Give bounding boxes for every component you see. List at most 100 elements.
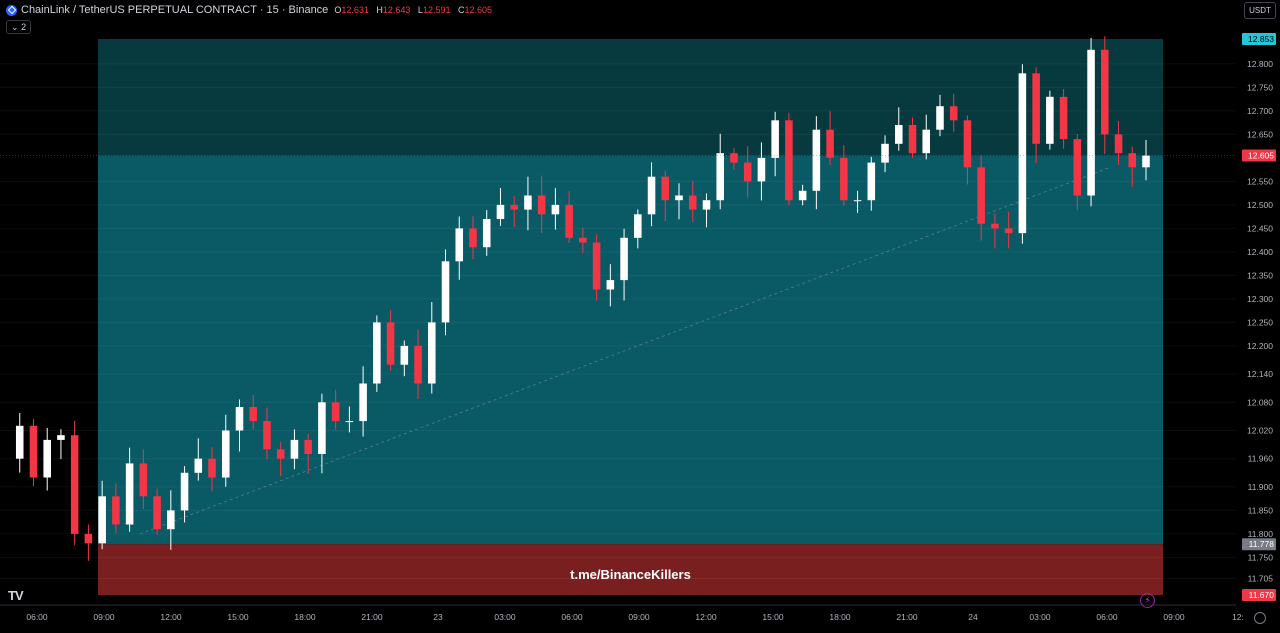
candle-body[interactable] (139, 463, 148, 497)
candle-body[interactable] (263, 421, 271, 450)
candle-body[interactable] (579, 237, 587, 243)
candle-body[interactable] (359, 383, 367, 422)
candle-body[interactable] (510, 204, 518, 210)
candle-body[interactable] (1046, 96, 1054, 144)
candle-body[interactable] (98, 496, 106, 544)
candle-body[interactable] (743, 162, 752, 182)
x-tick-label: 21:00 (896, 612, 918, 622)
candle-body[interactable] (345, 421, 354, 423)
candle-body[interactable] (167, 510, 175, 530)
candle-body[interactable] (318, 402, 326, 455)
candle-body[interactable] (867, 162, 876, 201)
candle-body[interactable] (15, 425, 24, 459)
candle-body[interactable] (70, 435, 79, 534)
candle-body[interactable] (386, 322, 395, 365)
candle-body[interactable] (620, 237, 628, 281)
y-tick-label: 11.705 (1248, 574, 1274, 584)
candle-body[interactable] (963, 120, 972, 168)
y-tick-label: 12.350 (1247, 270, 1273, 280)
candle-body[interactable] (840, 157, 848, 201)
candle-body[interactable] (702, 200, 711, 210)
candle-body[interactable] (276, 449, 285, 459)
candle-body[interactable] (661, 176, 670, 201)
currency-button[interactable]: USDT (1244, 2, 1276, 19)
ohlc-high-key: H (376, 5, 383, 15)
candle-body[interactable] (414, 345, 422, 384)
candle-body[interactable] (208, 458, 216, 478)
candle-body[interactable] (592, 242, 601, 290)
candle-body[interactable] (908, 125, 917, 154)
target-zone-upper[interactable] (98, 39, 1163, 156)
candle-body[interactable] (551, 204, 560, 215)
candle-body[interactable] (496, 204, 505, 220)
candle-body[interactable] (757, 157, 766, 182)
candle-body[interactable] (675, 195, 683, 201)
candle-body[interactable] (1073, 139, 1082, 196)
candle-body[interactable] (922, 129, 931, 154)
candle-body[interactable] (180, 472, 189, 511)
candle-body[interactable] (43, 439, 51, 478)
candle-body[interactable] (1032, 73, 1040, 144)
indicators-toggle-button[interactable]: ⌄ 2 (6, 20, 32, 34)
candle-body[interactable] (1087, 49, 1095, 196)
candle-body[interactable] (469, 228, 477, 248)
candle-body[interactable] (606, 280, 615, 290)
candle-body[interactable] (290, 439, 299, 459)
candle-body[interactable] (194, 458, 203, 473)
candle-body[interactable] (565, 204, 573, 238)
candle-body[interactable] (688, 195, 697, 210)
candle-body[interactable] (881, 143, 889, 163)
candle-body[interactable] (716, 153, 724, 201)
candle-body[interactable] (1018, 73, 1027, 234)
candle-body[interactable] (84, 533, 93, 544)
candle-body[interactable] (894, 125, 903, 144)
candle-body[interactable] (373, 322, 381, 384)
candle-body[interactable] (991, 223, 999, 229)
candle-body[interactable] (537, 195, 546, 215)
candle-body[interactable] (57, 435, 65, 440)
candle-body[interactable] (125, 463, 134, 525)
candle-body[interactable] (524, 195, 532, 210)
candle-body[interactable] (798, 190, 807, 201)
candle-body[interactable] (428, 322, 436, 384)
candle-body[interactable] (647, 176, 656, 215)
candle-body[interactable] (441, 261, 450, 323)
candle-body[interactable] (1114, 134, 1123, 154)
y-tick-label: 12.250 (1247, 317, 1273, 327)
candle-body[interactable] (853, 200, 862, 202)
candle-body[interactable] (1142, 155, 1150, 168)
profit-zone[interactable] (98, 155, 1163, 545)
candle-body[interactable] (112, 496, 120, 525)
candle-body[interactable] (812, 129, 821, 191)
candle-body[interactable] (29, 425, 38, 478)
candle-body[interactable] (221, 430, 230, 478)
candle-body[interactable] (634, 214, 642, 238)
candle-body[interactable] (1004, 228, 1013, 234)
candle-body[interactable] (331, 402, 340, 422)
candle-body[interactable] (826, 129, 834, 158)
candle-body[interactable] (949, 106, 958, 121)
price-axis[interactable] (1236, 0, 1280, 628)
stop-loss-zone[interactable] (98, 544, 1163, 595)
symbol-title[interactable]: ChainLink / TetherUS PERPETUAL CONTRACT … (21, 4, 329, 16)
candle-body[interactable] (771, 120, 779, 158)
candle-body[interactable] (936, 106, 944, 130)
candle-body[interactable] (1101, 49, 1109, 135)
candle-body[interactable] (482, 219, 491, 248)
ohlc-low-key: L (417, 5, 423, 15)
candle-body[interactable] (153, 496, 161, 530)
candle-body[interactable] (235, 407, 244, 431)
lightning-icon[interactable]: ⚡ (1140, 593, 1155, 608)
candle-body[interactable] (1059, 96, 1068, 140)
candle-body[interactable] (730, 153, 738, 163)
candle-body[interactable] (249, 407, 258, 422)
candle-body[interactable] (1128, 153, 1137, 168)
candle-body[interactable] (304, 439, 312, 455)
candle-body[interactable] (977, 167, 985, 224)
candle-body[interactable] (455, 228, 464, 262)
candle-body[interactable] (785, 120, 793, 201)
candle-body[interactable] (400, 345, 409, 365)
gear-icon[interactable] (1254, 612, 1266, 624)
